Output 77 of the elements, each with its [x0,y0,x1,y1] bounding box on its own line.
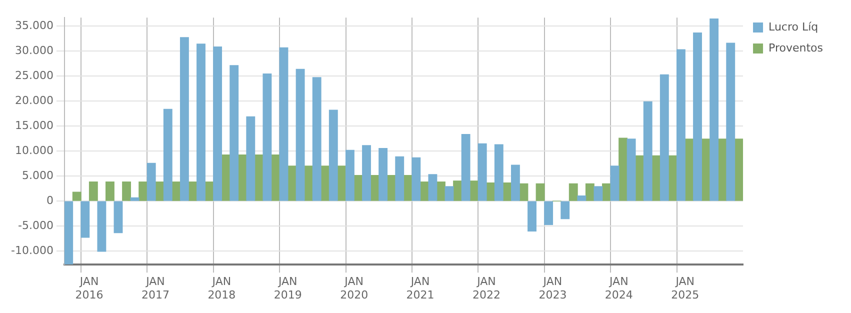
bar [271,154,280,201]
bar [461,134,470,201]
x-tick-label: JAN 2022 [472,275,500,302]
x-tick-label: JAN 2023 [538,275,567,302]
bar [436,182,446,201]
bar [536,183,545,201]
bar [412,157,421,201]
bar [568,183,578,201]
bar [180,37,189,201]
y-tick-label: 0 [46,194,54,207]
bar [279,47,288,201]
y-tick-label: 30.000 [14,44,54,57]
bar [80,201,90,238]
bar [676,49,686,201]
x-tick-label: JAN 2016 [75,275,104,302]
bar [196,44,206,201]
legend-label: Lucro Líq [768,20,818,34]
bar [726,42,736,201]
bar [444,186,454,201]
bar [478,143,487,201]
bar [97,201,106,252]
bar [453,180,462,201]
legend-label: Proventos [768,41,824,54]
bar [362,145,371,201]
bar [64,201,74,264]
bar [106,182,114,201]
bar [577,195,586,201]
bar [88,182,98,201]
y-tick-label: 35.000 [14,18,54,32]
bar [734,138,744,201]
x-tick-label: JAN 2018 [208,275,236,302]
x-tick-label: JAN 2019 [274,275,302,302]
y-tick-label: 25.000 [14,68,54,82]
bar [246,116,256,201]
bar [230,65,239,201]
x-tick-label: JAN 2021 [406,275,434,302]
bar [560,201,570,220]
y-tick-label: -5.000 [18,218,54,232]
bar [312,77,322,201]
bar [660,74,669,201]
bar [296,68,305,201]
bar [114,201,123,234]
bar [328,110,338,201]
bar [262,73,272,201]
bar [428,174,438,201]
bar [122,182,131,201]
y-tick-label: 20.000 [14,94,54,107]
bar [395,156,404,201]
bar [594,186,603,201]
bar [138,182,148,201]
x-tick-label: JAN 2017 [141,275,170,302]
bar [130,197,140,201]
y-tick-label: 15.000 [14,118,54,132]
bar [544,201,554,226]
bar [163,108,172,201]
bar [288,166,296,201]
bar [618,138,628,201]
bar [643,101,652,201]
x-tick-label: JAN 2025 [671,275,700,302]
bar [213,46,222,201]
bar [626,138,636,201]
bar [345,150,354,201]
bar [710,18,719,201]
y-tick-label: -10.000 [10,244,54,257]
bar [693,32,702,201]
y-tick-label: 5.000 [22,168,54,182]
bar [72,192,82,201]
bar [528,201,536,232]
bar [494,144,504,201]
y-tick-label: 10.000 [14,144,54,157]
x-tick-label: JAN 2024 [604,275,633,302]
bar [146,162,156,201]
bar [510,164,520,201]
bar [378,148,388,201]
x-tick-label: JAN 2020 [340,275,368,302]
bar [602,183,611,201]
bar [610,166,620,201]
